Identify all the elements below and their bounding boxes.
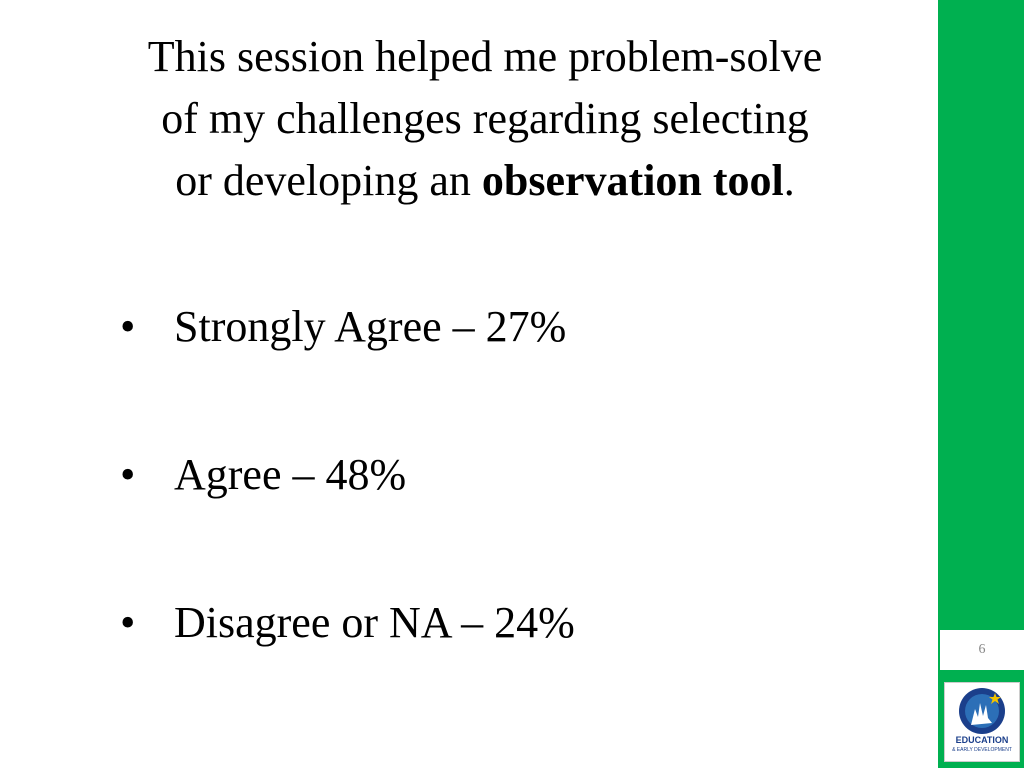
bullet-list: • Strongly Agree – 27% • Agree – 48% • D… (120, 296, 575, 740)
bullet-item-agree: • Agree – 48% (120, 444, 575, 592)
bullet-dot: • (120, 450, 136, 499)
bullet-item-disagree: • Disagree or NA – 24% (120, 592, 575, 740)
green-sidebar: 6 (938, 0, 1024, 768)
title-line-3: or developing an observation tool. (60, 150, 910, 212)
bullet-text: Agree – 48% (174, 450, 407, 499)
bullet-item-strongly-agree: • Strongly Agree – 27% (120, 296, 575, 444)
bullet-dot: • (120, 598, 136, 647)
seal-icon (959, 688, 1005, 734)
bullet-text: Disagree or NA – 24% (174, 598, 575, 647)
title-line-3-suffix: . (783, 156, 795, 205)
slide-number-band: 6 (940, 630, 1024, 670)
slide-number: 6 (978, 642, 986, 657)
logo-text-sub: & EARLY DEVELOPMENT (952, 747, 1012, 753)
education-logo: EDUCATION & EARLY DEVELOPMENT (944, 682, 1020, 762)
title-line-2: of my challenges regarding selecting (161, 94, 809, 143)
title-emphasis: observation tool (481, 156, 784, 205)
bullet-dot: • (120, 302, 136, 351)
logo-text-main: EDUCATION (955, 735, 1009, 745)
bullet-text: Strongly Agree – 27% (174, 302, 567, 351)
title-line-1: This session helped me problem-solve (147, 32, 823, 81)
title-line-3-prefix: or developing an (175, 156, 482, 205)
slide-title: This session helped me problem-solve of … (60, 26, 910, 212)
